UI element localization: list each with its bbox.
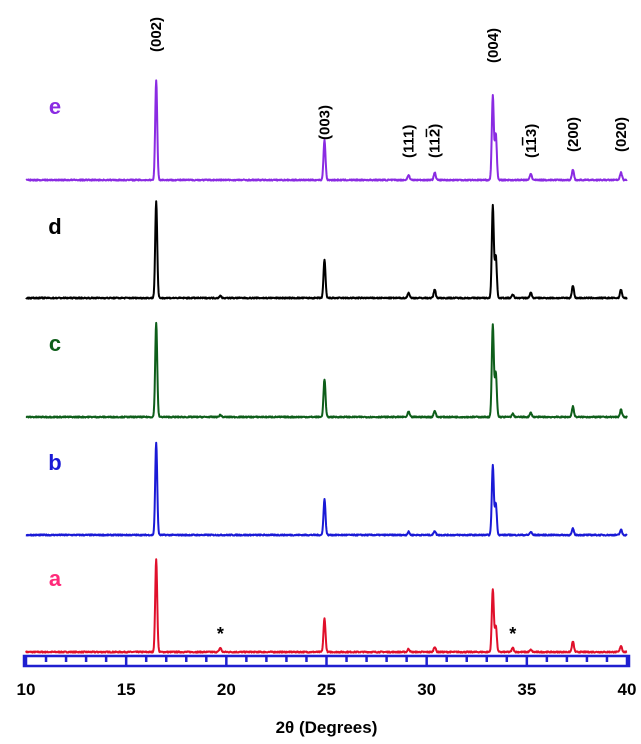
- peak-label-111: (111): [401, 125, 418, 158]
- peak-label-003: (003): [316, 105, 333, 140]
- x-axis-title: 2θ (Degrees): [276, 718, 378, 737]
- series-c-label: c: [49, 331, 61, 356]
- annotations-layer: (002) (003) (111) (112) (004) (113) (200) (020)…: [148, 17, 630, 644]
- peak-label-200: (200): [565, 117, 582, 152]
- peak-label-020: (020): [613, 117, 630, 152]
- x-tick-label-10: 10: [17, 680, 36, 699]
- series-d-label: d: [48, 214, 61, 239]
- x-tick-label-15: 15: [117, 680, 136, 699]
- series-c-trace: [25, 321, 628, 419]
- peak-label-112: (112): [427, 124, 444, 158]
- impurity-marker-2: *: [509, 624, 516, 644]
- peak-label-113: (113): [523, 124, 540, 158]
- series-a-trace: [25, 558, 628, 654]
- traces-layer: [25, 79, 628, 654]
- x-tick-label-20: 20: [217, 680, 236, 699]
- series-labels-layer: a b c d e: [48, 94, 62, 591]
- series-b-label: b: [48, 450, 61, 475]
- x-tick-label-25: 25: [317, 680, 336, 699]
- peak-label-004: (004): [485, 28, 502, 63]
- impurity-marker-1: *: [217, 624, 224, 644]
- x-tick-label-35: 35: [517, 680, 536, 699]
- series-d-trace: [25, 200, 628, 300]
- peak-label-002: (002): [148, 17, 165, 52]
- x-axis: 10 15 20 25 30 35 40: [17, 654, 637, 699]
- series-a-label: a: [49, 566, 62, 591]
- x-tick-label-40: 40: [618, 680, 637, 699]
- series-e-trace: [25, 79, 628, 182]
- series-e-label: e: [49, 94, 61, 119]
- x-tick-label-30: 30: [417, 680, 436, 699]
- series-b-trace: [25, 441, 628, 537]
